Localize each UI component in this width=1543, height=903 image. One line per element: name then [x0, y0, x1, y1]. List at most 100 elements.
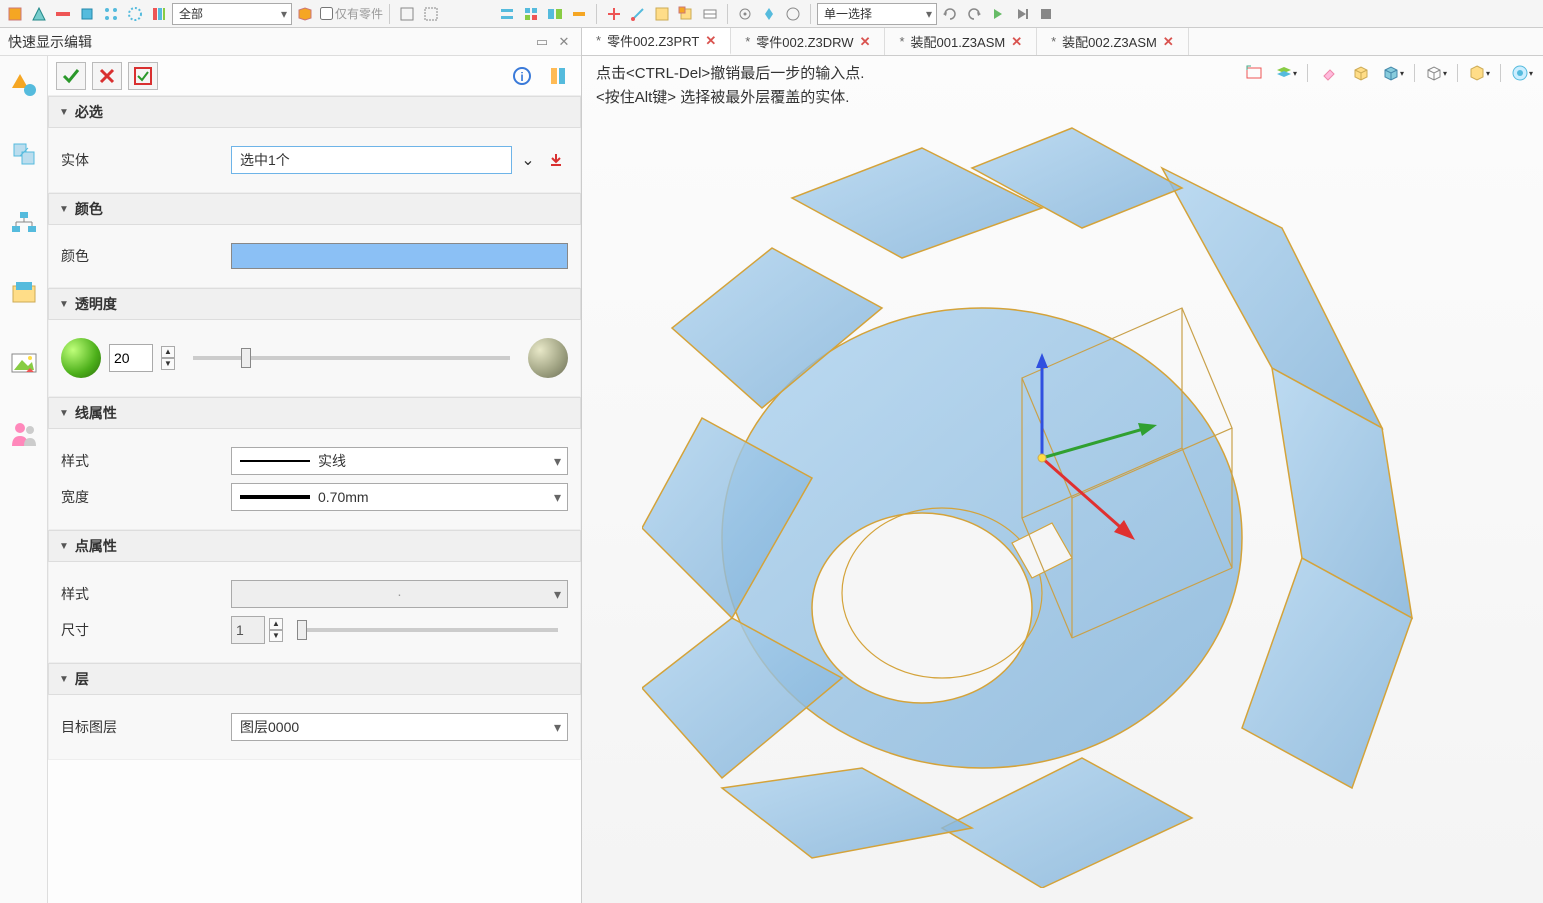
- toolbar-icon-4[interactable]: [76, 3, 98, 25]
- point-style-dropdown[interactable]: ·: [231, 580, 568, 608]
- toolbar-icon-5[interactable]: [100, 3, 122, 25]
- view-wireframe-icon[interactable]: ▾: [1425, 62, 1447, 84]
- selection-mode-dropdown[interactable]: 单一选择: [817, 3, 937, 25]
- view-toolbar: ▾ ▾ ▾ ▾ ▾: [1243, 62, 1533, 84]
- color-label: 颜色: [61, 246, 231, 266]
- transparency-slider[interactable]: [193, 356, 510, 360]
- slider-thumb[interactable]: [297, 620, 307, 640]
- layer-target-label: 目标图层: [61, 717, 231, 737]
- expand-selection-button[interactable]: ⌄: [516, 148, 540, 172]
- toolbar-icon-7[interactable]: [148, 3, 170, 25]
- panel-title: 快速显示编辑: [8, 32, 92, 52]
- toolbar-icon-24[interactable]: [963, 3, 985, 25]
- properties-panel: 快速显示编辑 ▭ ✕: [0, 28, 582, 903]
- toolbar-icon-22[interactable]: [782, 3, 804, 25]
- cancel-button[interactable]: [92, 62, 122, 90]
- toolbar-icon-26[interactable]: [1011, 3, 1033, 25]
- panel-pin-button[interactable]: ▭: [533, 33, 551, 51]
- toolbar-icon-25[interactable]: [987, 3, 1009, 25]
- toolbar-icon-2[interactable]: [28, 3, 50, 25]
- transparency-input[interactable]: [109, 344, 153, 372]
- toolbar-icon-16[interactable]: [627, 3, 649, 25]
- toolbar-icon-18[interactable]: [675, 3, 697, 25]
- toolbar-icon-8[interactable]: [294, 3, 316, 25]
- info-button[interactable]: i: [507, 62, 537, 90]
- view-layers-icon[interactable]: ▾: [1275, 62, 1297, 84]
- point-size-slider[interactable]: [297, 628, 558, 632]
- view-settings-icon[interactable]: ▾: [1511, 62, 1533, 84]
- parts-only-checkbox[interactable]: [320, 7, 333, 20]
- color-swatch[interactable]: [231, 243, 568, 269]
- opaque-preview-icon: [61, 338, 101, 378]
- section-transparency-header[interactable]: 透明度: [48, 288, 581, 320]
- point-size-spinner: ▲▼: [269, 618, 283, 642]
- vtab-feature[interactable]: [4, 134, 44, 174]
- toolbar-icon-19[interactable]: [699, 3, 721, 25]
- doc-tab-4[interactable]: *装配002.Z3ASM✕: [1037, 28, 1189, 55]
- panel-titlebar: 快速显示编辑 ▭ ✕: [0, 28, 581, 56]
- vtab-material[interactable]: [4, 274, 44, 314]
- doc-tab-3[interactable]: * 装配001.Z3ASM ✕: [885, 28, 1037, 55]
- apply-button[interactable]: [128, 62, 158, 90]
- ok-button[interactable]: [56, 62, 86, 90]
- viewport-3d[interactable]: *零件002.Z3PRT✕ *零件002.Z3DRW✕ * 装配001.Z3ASM…: [582, 28, 1543, 903]
- close-icon[interactable]: ✕: [705, 33, 716, 49]
- modified-indicator: *: [899, 34, 904, 49]
- toolbar-icon-13[interactable]: [544, 3, 566, 25]
- layer-dropdown[interactable]: 图层0000: [231, 713, 568, 741]
- line-width-label: 宽度: [61, 487, 231, 507]
- separator: [1500, 64, 1501, 82]
- line-style-dropdown[interactable]: 实线: [231, 447, 568, 475]
- slider-thumb[interactable]: [241, 348, 251, 368]
- toggle-button[interactable]: [543, 62, 573, 90]
- toolbar-icon-14[interactable]: [568, 3, 590, 25]
- toolbar-icon-27[interactable]: [1035, 3, 1057, 25]
- view-hex-icon[interactable]: ▾: [1468, 62, 1490, 84]
- main-toolbar: 全部 仅有零件 单一选择: [0, 0, 1543, 28]
- toolbar-icon-21[interactable]: [758, 3, 780, 25]
- vtab-display-edit[interactable]: [4, 64, 44, 104]
- toolbar-icon-23[interactable]: [939, 3, 961, 25]
- toolbar-icon-15[interactable]: [603, 3, 625, 25]
- close-icon[interactable]: ✕: [1011, 34, 1022, 50]
- doc-tab-1[interactable]: *零件002.Z3PRT✕: [582, 28, 731, 55]
- transparency-spinner[interactable]: ▲▼: [161, 346, 175, 370]
- section-color-header[interactable]: 颜色: [48, 193, 581, 225]
- separator: [810, 4, 811, 24]
- line-width-dropdown[interactable]: 0.70mm: [231, 483, 568, 511]
- dropdown-label: 单一选择: [824, 5, 872, 22]
- separator: [1414, 64, 1415, 82]
- toolbar-icon-12[interactable]: [520, 3, 542, 25]
- close-icon[interactable]: ✕: [1163, 34, 1174, 50]
- section-layer-header[interactable]: 层: [48, 663, 581, 695]
- separator: [727, 4, 728, 24]
- toolbar-icon-1[interactable]: [4, 3, 26, 25]
- panel-close-button[interactable]: ✕: [555, 33, 573, 51]
- view-box-icon[interactable]: [1350, 62, 1372, 84]
- tab-label: 装配001.Z3ASM: [911, 32, 1006, 51]
- close-icon[interactable]: ✕: [860, 34, 871, 50]
- toolbar-icon-6[interactable]: [124, 3, 146, 25]
- vtab-image[interactable]: [4, 344, 44, 384]
- toolbar-icon-10[interactable]: [420, 3, 442, 25]
- doc-tab-2[interactable]: *零件002.Z3DRW✕: [731, 28, 885, 55]
- vtab-user[interactable]: [4, 414, 44, 454]
- toolbar-icon-11[interactable]: [496, 3, 518, 25]
- separator: [596, 4, 597, 24]
- view-fit-icon[interactable]: [1243, 62, 1265, 84]
- toolbar-icon-9[interactable]: [396, 3, 418, 25]
- toolbar-icon-3[interactable]: [52, 3, 74, 25]
- pick-button[interactable]: [544, 148, 568, 172]
- section-required-header[interactable]: 必选: [48, 96, 581, 128]
- view-box2-icon[interactable]: ▾: [1382, 62, 1404, 84]
- toolbar-icon-17[interactable]: [651, 3, 673, 25]
- entity-label: 实体: [61, 150, 231, 170]
- toolbar-icon-20[interactable]: [734, 3, 756, 25]
- filter-dropdown-1[interactable]: 全部: [172, 3, 292, 25]
- view-eraser-icon[interactable]: [1318, 62, 1340, 84]
- dropdown-label: 全部: [179, 5, 203, 22]
- section-point-header[interactable]: 点属性: [48, 530, 581, 562]
- vtab-tree[interactable]: [4, 204, 44, 244]
- section-line-header[interactable]: 线属性: [48, 397, 581, 429]
- entity-selection-field[interactable]: 选中1个: [231, 146, 512, 174]
